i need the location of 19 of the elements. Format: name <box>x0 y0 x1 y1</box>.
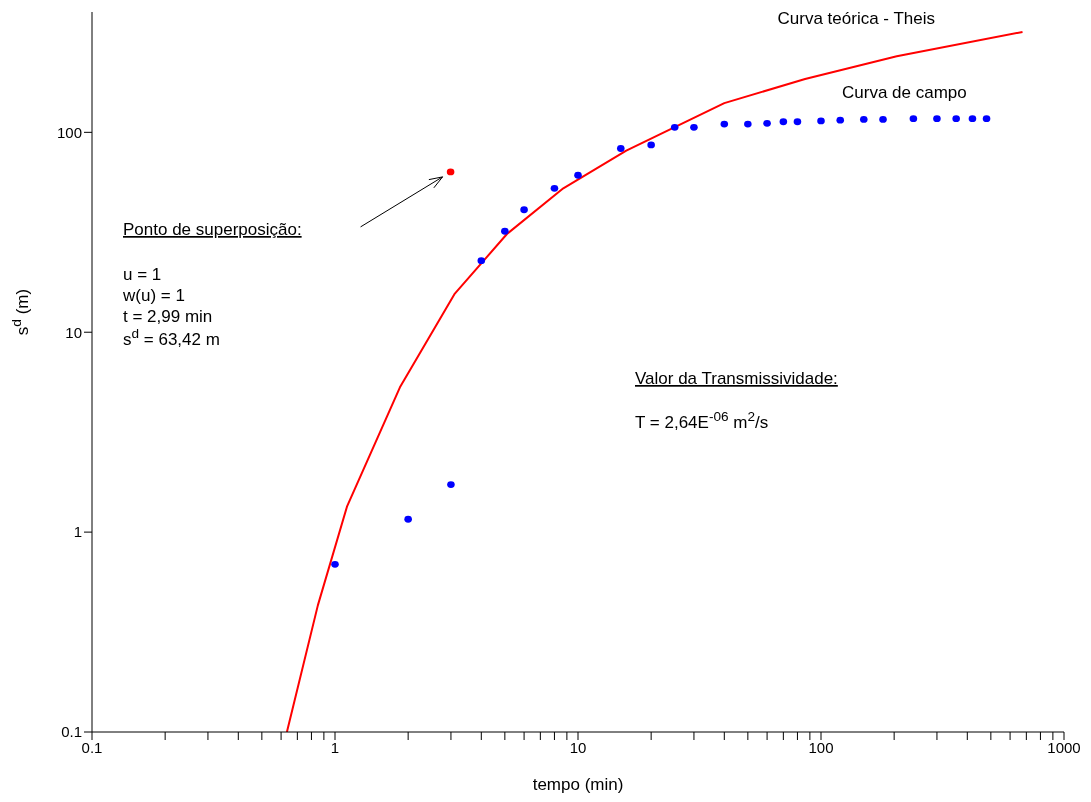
y-tick-label: 100 <box>56 123 82 141</box>
x-tick-label: 1 <box>330 738 340 756</box>
annotation: u = 1 <box>123 265 162 284</box>
y-tick-label: 10 <box>65 323 82 341</box>
x-tick-label: 100 <box>808 738 834 756</box>
annotation: s$^{d}$ = 63,42 m <box>123 325 220 349</box>
annotation: t = 2,99 min <box>123 307 213 326</box>
x-tick-label: 1000 <box>1047 738 1081 756</box>
series-label: Curva teórica - Theis <box>777 8 935 28</box>
annotation: Valor da Transmissividade: <box>635 369 838 388</box>
y-tick-label: 1 <box>73 523 82 541</box>
y-tick-label: 0.1 <box>61 723 82 741</box>
series-label: Curva de campo <box>842 83 967 103</box>
x-tick-label: 0.1 <box>81 738 103 756</box>
annotation: Ponto de superposição: <box>123 220 302 239</box>
annotation: T = 2,64E$^{-06}$ m$^{2}$/s <box>635 408 769 432</box>
x-axis-title: tempo (min) <box>532 775 624 794</box>
x-tick-label: 10 <box>569 738 587 756</box>
annotation: w(u) = 1 <box>122 286 185 305</box>
